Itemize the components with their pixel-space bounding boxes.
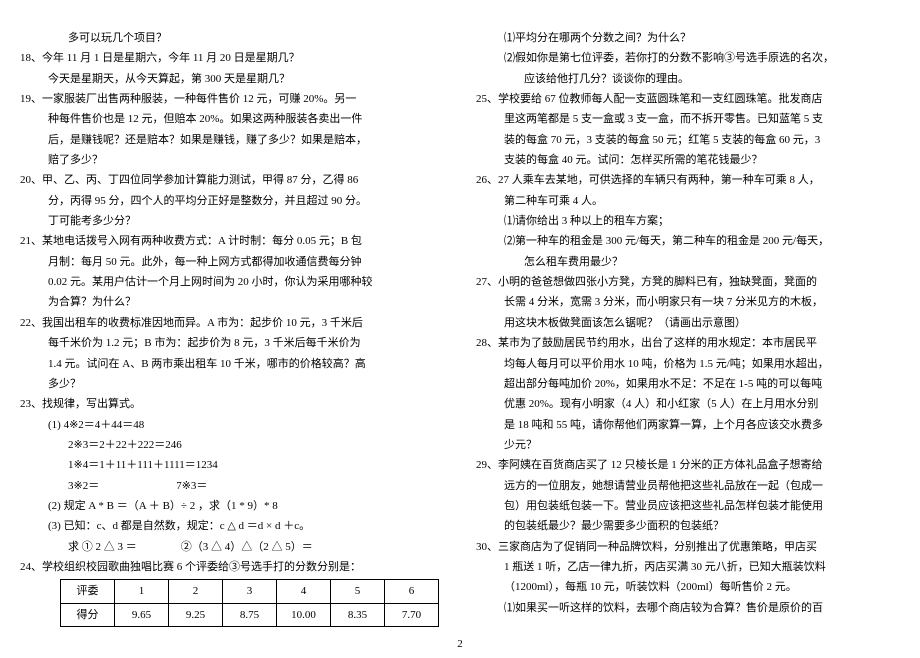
q29: 29、李阿姨在百货商店买了 12 只棱长是 1 分米的正方体礼品盒子想寄给 xyxy=(476,455,900,475)
q30-line2: 1 瓶送 1 听，乙店一律九折，丙店买满 30 元八折，已知大瓶装饮料 xyxy=(476,557,900,577)
q23-sub2: (2) 规定 A * B ＝（A ＋ B）÷ 2 ，求（1 * 9）* 8 xyxy=(20,496,444,516)
q21: 21、某地电话拨号入网有两种收费方式：A 计时制：每分 0.05 元；B 包 xyxy=(20,231,444,251)
q24: 24、学校组织校园歌曲独唱比赛 6 个评委给③号选手打的分数分别是： xyxy=(20,557,444,577)
q21-line3: 0.02 元。某用户估计一个月上网时间为 20 小时，你认为采用哪种较 xyxy=(20,272,444,292)
q22-line2: 每千米价为 1.2 元；B 市为：起步价为 8 元，3 千米后每千米价为 xyxy=(20,333,444,353)
q23: 23、找规律，写出算式。 xyxy=(20,394,444,414)
table-cell: 9.25 xyxy=(169,603,223,626)
q20: 20、甲、乙、丙、丁四位同学参加计算能力测试，甲得 87 分，乙得 86 xyxy=(20,170,444,190)
q24-sub2b: 应该给他打几分？谈谈你的理由。 xyxy=(476,69,900,89)
left-column: 多可以玩几个项目？ 18、今年 11 月 1 日是星期六，今年 11 月 20 … xyxy=(20,28,444,610)
table-cell: 6 xyxy=(385,580,439,603)
table-cell: 3 xyxy=(223,580,277,603)
q30-sub1: ⑴如果买一听这样的饮料，去哪个商店较为合算？售价是原价的百 xyxy=(476,598,900,618)
table-cell: 5 xyxy=(331,580,385,603)
q21-line4: 为合算？为什么？ xyxy=(20,292,444,312)
table-cell: 得分 xyxy=(61,603,115,626)
q28-line6: 少元？ xyxy=(476,435,900,455)
q23-sub1a: (1) 4※2＝4＋44＝48 xyxy=(20,415,444,435)
score-table: 评委 1 2 3 4 5 6 得分 9.65 9.25 8.75 10.00 8… xyxy=(60,579,439,627)
q22-line4: 多少？ xyxy=(20,374,444,394)
table-cell: 7.70 xyxy=(385,603,439,626)
q19-line3: 后，是赚钱呢？还是赔本？如果是赚钱，赚了多少？如果是赔本， xyxy=(20,130,444,150)
q25-line2: 里这两笔都是 5 支一盒或 3 支一盒，而不拆开零售。已知蓝笔 5 支 xyxy=(476,109,900,129)
table-cell: 8.75 xyxy=(223,603,277,626)
page-number: 2 xyxy=(457,638,463,650)
q19: 19、一家服装厂出售两种服装，一种每件售价 12 元，可赚 20%。另一 xyxy=(20,89,444,109)
q27-line3: 用这块木板做凳面该怎么锯呢？（请画出示意图） xyxy=(476,313,900,333)
table-cell: 评委 xyxy=(61,580,115,603)
q22-line3: 1.4 元。试问在 A、B 两市乘出租车 10 千米，哪市的价格较高？高 xyxy=(20,354,444,374)
q25: 25、学校要给 67 位教师每人配一支蓝圆珠笔和一支红圆珠笔。批发商店 xyxy=(476,89,900,109)
q28-line3: 超出部分每吨加价 20%，如果用水不足：不足在 1-5 吨的可以每吨 xyxy=(476,374,900,394)
q22: 22、我国出租车的收费标准因地而异。A 市为：起步价 10 元，3 千米后 xyxy=(20,313,444,333)
q18-line2: 今天是星期天，从今天算起，第 300 天是星期几？ xyxy=(20,69,444,89)
q19-line2: 种每件售价也是 12 元，但赔本 20%。如果这两种服装各卖出一件 xyxy=(20,109,444,129)
q29-line3: 包）用包装纸包装一下。营业员应该把这些礼品怎样包装才能使用 xyxy=(476,496,900,516)
table-cell: 9.65 xyxy=(115,603,169,626)
q25-line3: 装的每盒 70 元，3 支装的每盒 50 元；红笔 5 支装的每盒 60 元，3 xyxy=(476,130,900,150)
q23-sub3a: (3) 已知：c、d 都是自然数，规定：c △ d ＝d × d ＋c。 xyxy=(20,516,444,536)
q20-line2: 分，丙得 95 分，四个人的平均分正好是整数分，并且超过 90 分。 xyxy=(20,191,444,211)
q25-line4: 支装的每盒 40 元。试问：怎样买所需的笔花钱最少？ xyxy=(476,150,900,170)
q29-line4: 的包装纸最少？最少需要多少面积的包装纸？ xyxy=(476,516,900,536)
q30-line3: （1200ml），每瓶 10 元，听装饮料（200ml）每听售价 2 元。 xyxy=(476,577,900,597)
q26-sub1: ⑴请你给出 3 种以上的租车方案； xyxy=(476,211,900,231)
q26: 26、27 人乘车去某地，可供选择的车辆只有两种，第一种车可乘 8 人， xyxy=(476,170,900,190)
q28-line5: 是 18 吨和 55 吨，请你帮他们两家算一算，上个月各应该交水费多 xyxy=(476,415,900,435)
q26-line2: 第二种车可乘 4 人。 xyxy=(476,191,900,211)
q29-line2: 远方的一位朋友，她想请营业员帮他把这些礼品放在一起（包成一 xyxy=(476,476,900,496)
table-cell: 4 xyxy=(277,580,331,603)
q30: 30、三家商店为了促销同一种品牌饮料，分别推出了优惠策略，甲店买 xyxy=(476,537,900,557)
q23-sub3b: 求 ① 2 △ 3 ＝ ②（3 △ 4）△（2 △ 5）＝ xyxy=(20,537,444,557)
q28: 28、某市为了鼓励居民节约用水，出台了这样的用水规定：本市居民平 xyxy=(476,333,900,353)
q23-sub1d: 3※2＝ 7※3＝ xyxy=(20,476,444,496)
table-cell: 8.35 xyxy=(331,603,385,626)
q27: 27、小明的爸爸想做四张小方凳，方凳的脚料已有，独缺凳面，凳面的 xyxy=(476,272,900,292)
table-cell: 1 xyxy=(115,580,169,603)
q24-sub2a: ⑵假如你是第七位评委，若你打的分数不影响③号选手原选的名次， xyxy=(476,48,900,68)
q24-sub1: ⑴平均分在哪两个分数之间？为什么？ xyxy=(476,28,900,48)
q19-line4: 赔了多少？ xyxy=(20,150,444,170)
q28-line2: 均每人每月可以平价用水 10 吨，价格为 1.5 元/吨；如果用水超出， xyxy=(476,354,900,374)
q27-line2: 长需 4 分米，宽需 3 分米，而小明家只有一块 7 分米见方的木板， xyxy=(476,292,900,312)
q26-sub2b: 怎么租车费用最少？ xyxy=(476,252,900,272)
table-row: 得分 9.65 9.25 8.75 10.00 8.35 7.70 xyxy=(61,603,439,626)
table-cell: 2 xyxy=(169,580,223,603)
q21-line2: 月制：每月 50 元。此外，每一种上网方式都得加收通信费每分钟 xyxy=(20,252,444,272)
q18: 18、今年 11 月 1 日是星期六，今年 11 月 20 日是星期几？ xyxy=(20,48,444,68)
table-row: 评委 1 2 3 4 5 6 xyxy=(61,580,439,603)
table-cell: 10.00 xyxy=(277,603,331,626)
right-column: ⑴平均分在哪两个分数之间？为什么？ ⑵假如你是第七位评委，若你打的分数不影响③号… xyxy=(476,28,900,610)
q20-line3: 丁可能考多少分？ xyxy=(20,211,444,231)
q23-sub1c: 1※4＝1＋11＋111＋1111＝1234 xyxy=(20,455,444,475)
q28-line4: 优惠 20%。现有小明家（4 人）和小红家（5 人）在上月用水分别 xyxy=(476,394,900,414)
q23-sub1b: 2※3＝2＋22＋222＝246 xyxy=(20,435,444,455)
q17-continuation: 多可以玩几个项目？ xyxy=(20,28,444,48)
q26-sub2a: ⑵第一种车的租金是 300 元/每天，第二种车的租金是 200 元/每天， xyxy=(476,231,900,251)
